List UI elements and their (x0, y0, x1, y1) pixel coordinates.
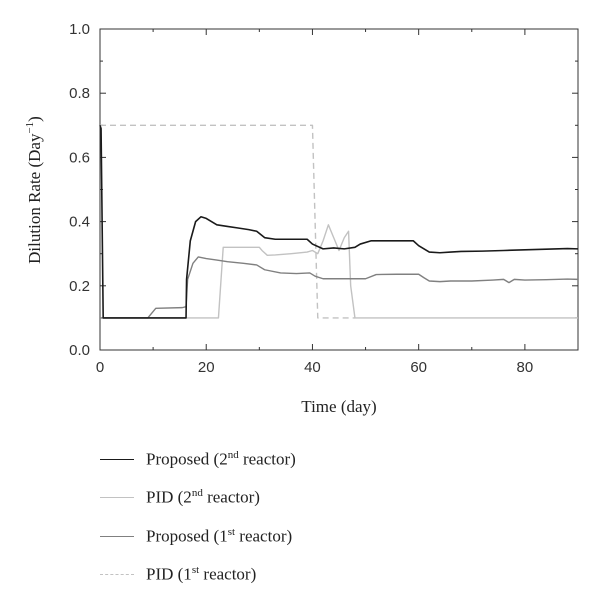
y-tick-label: 0.0 (69, 342, 90, 359)
legend-label-pid-1st: PID (1st reactor) (146, 564, 257, 585)
legend-swatch-pid-1st (100, 574, 134, 576)
legend-item-pid-2nd: PID (2nd reactor) (100, 479, 400, 518)
y-axis-title-main: Dilution Rate (Day (25, 133, 44, 264)
series-line-proposed-2nd (99, 125, 579, 319)
legend-label-proposed-1st: Proposed (1st reactor) (146, 525, 293, 546)
series-line-pid-1st (100, 124, 355, 319)
plot-frame (99, 28, 579, 351)
y-axis-title-sup: −1 (24, 122, 36, 134)
y-tick-label: 0.6 (69, 149, 90, 166)
y-tick-label: 0.2 (69, 278, 90, 295)
x-tick-label: 0 (96, 359, 104, 376)
x-tick-label: 80 (517, 359, 534, 376)
legend-item-pid-1st: PID (1st reactor) (100, 556, 400, 595)
legend-item-proposed-2nd: Proposed (2nd reactor) (100, 440, 400, 479)
y-tick-label: 0.8 (69, 85, 90, 102)
series-line-pid-2nd (100, 224, 578, 319)
y-tick-label: 0.4 (69, 214, 90, 231)
x-tick-label: 60 (410, 359, 427, 376)
y-tick-label: 1.0 (69, 21, 90, 38)
legend-swatch-proposed-1st (100, 535, 134, 537)
legend-label-proposed-2nd: Proposed (2nd reactor) (146, 448, 296, 469)
dilution-rate-chart: 0 20 40 60 80 0.00.20.40.60.81.0 Time (day) … (24, 21, 579, 416)
series-line-proposed-1st (100, 256, 579, 319)
legend-swatch-proposed-2nd (100, 458, 134, 460)
x-axis-title: Time (day) (301, 397, 376, 416)
x-tick-label: 40 (304, 359, 321, 376)
y-axis-title: Dilution Rate (Day−1) (24, 116, 44, 264)
y-axis-ticks: 0.0 0.2 0.4 0.6 0.8 1.0 (69, 21, 578, 359)
legend-swatch-pid-2nd (100, 497, 134, 499)
series-layer (99, 124, 579, 319)
x-axis-ticks: 0 20 40 60 80 (96, 29, 533, 376)
y-axis-title-tail: ) (25, 116, 44, 122)
legend-label-pid-2nd: PID (2nd reactor) (146, 487, 260, 508)
legend-item-proposed-1st: Proposed (1st reactor) (100, 517, 400, 556)
legend: Proposed (2nd reactor) PID (2nd reactor)… (100, 440, 400, 594)
x-tick-label: 20 (198, 359, 215, 376)
